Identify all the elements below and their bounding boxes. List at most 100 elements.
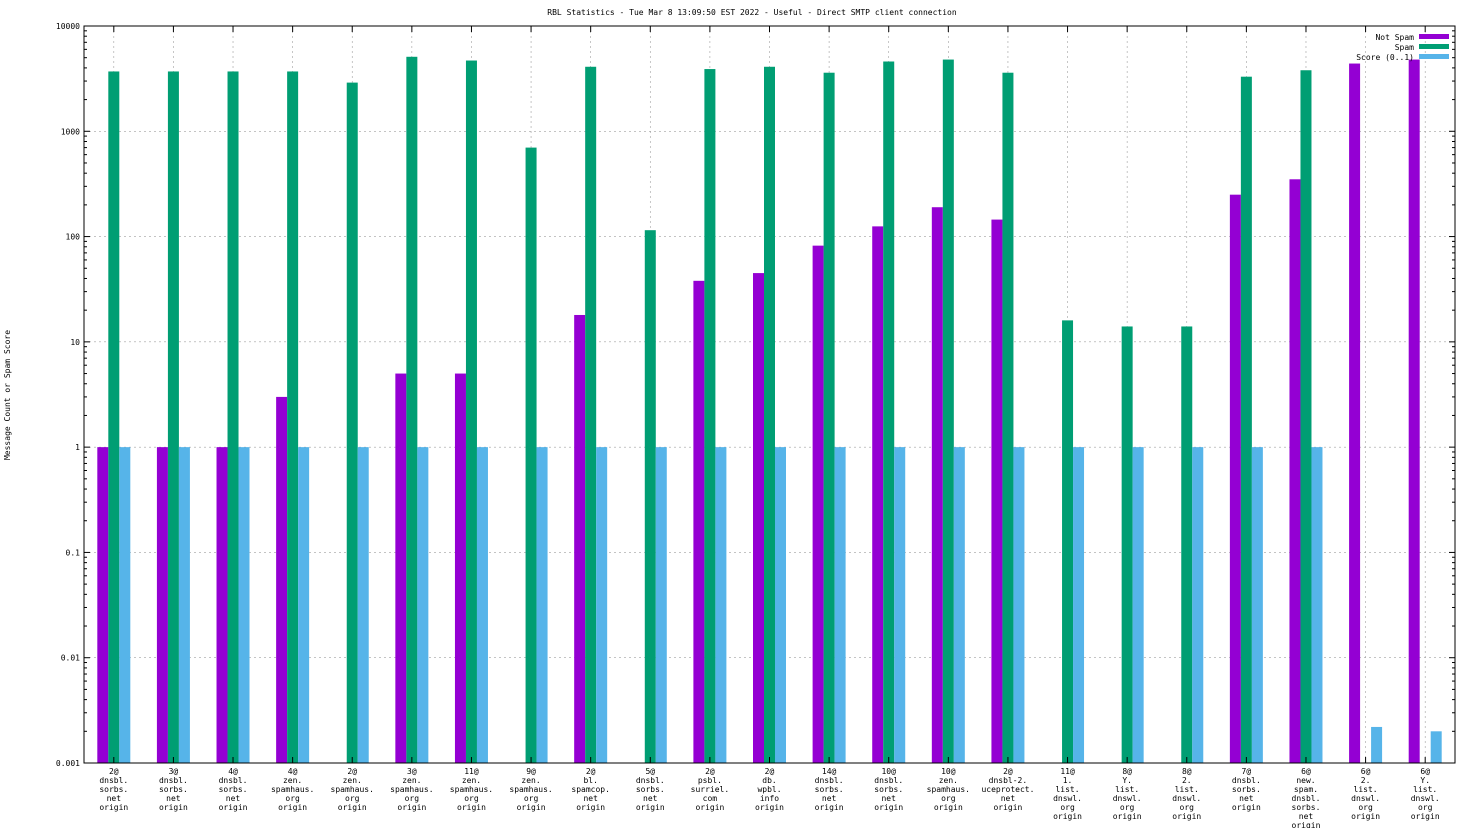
x-tick-label: 2@ [1003, 767, 1013, 776]
bar-score-0-1 [953, 447, 965, 763]
x-tick-label: origin [1411, 812, 1440, 821]
x-tick-label: org [405, 794, 420, 803]
x-tick-label: org [1120, 803, 1135, 812]
x-tick-label: zen. [462, 776, 481, 785]
x-tick-label: sorbs. [159, 785, 188, 794]
x-tick-label: 3@ [169, 767, 179, 776]
x-tick-label: origin [1351, 812, 1380, 821]
bar-not-spam [1349, 63, 1361, 763]
bar-spam [764, 66, 775, 764]
bar-score-0-1 [1311, 447, 1323, 763]
x-tick-label: origin [993, 803, 1022, 812]
x-tick-label: 4@ [228, 767, 238, 776]
bar-not-spam [693, 280, 705, 763]
bar-score-0-1 [775, 447, 786, 763]
x-tick-label: sorbs. [1292, 803, 1321, 812]
x-tick-label: origin [338, 803, 367, 812]
x-tick-label: dnsbl. [99, 776, 128, 785]
x-tick-label: sorbs. [815, 785, 844, 794]
bar-spam [1121, 326, 1133, 763]
bar-score-0-1 [298, 447, 310, 763]
x-tick-label: 10@ [941, 767, 956, 776]
x-tick-label: dnswl. [1411, 794, 1440, 803]
x-tick-label: 8@ [1182, 767, 1192, 776]
bar-not-spam [931, 207, 943, 763]
x-tick-label: org [285, 794, 300, 803]
bar-score-0-1 [536, 447, 548, 763]
x-tick-label: db. [762, 776, 776, 785]
x-tick-label: dnswl. [1053, 794, 1082, 803]
x-tick-label: com [703, 794, 718, 803]
bar-spam [704, 69, 716, 763]
x-tick-label: origin [934, 803, 963, 812]
y-tick-label: 0.1 [66, 548, 81, 557]
x-tick-label: origin [517, 803, 546, 812]
x-tick-label: origin [695, 803, 724, 812]
x-tick-label: origin [159, 803, 188, 812]
x-tick-label: 11@ [1060, 767, 1075, 776]
x-tick-label: spam. [1294, 785, 1318, 794]
x-tick-label: origin [99, 803, 128, 812]
x-tick-label: 2@ [347, 767, 357, 776]
x-tick-label: spamcop. [571, 785, 610, 794]
x-tick-label: 3@ [407, 767, 417, 776]
x-tick-label: net [643, 794, 658, 803]
x-tick-label: origin [1113, 812, 1142, 821]
bar-not-spam [97, 447, 109, 763]
legend-swatch [1419, 44, 1449, 49]
x-tick-label: spamhaus. [331, 785, 374, 794]
x-tick-label: dnswl. [1172, 794, 1201, 803]
x-tick-label: zen. [343, 776, 362, 785]
bar-spam [585, 66, 597, 764]
x-tick-label: surriel. [691, 785, 730, 794]
x-tick-label: net [166, 794, 181, 803]
x-tick-label: psbl. [698, 776, 722, 785]
x-tick-label: origin [1053, 812, 1082, 821]
x-tick-label: origin [219, 803, 248, 812]
y-tick-label: 10000 [56, 22, 80, 31]
y-tick-label: 0.001 [56, 759, 80, 768]
x-axis-labels: 2@dnsbl.sorbs.netorigin3@dnsbl.sorbs.net… [99, 767, 1439, 828]
bar-score-0-1 [834, 447, 846, 763]
y-tick-label: 10 [70, 338, 80, 347]
bar-spam [525, 147, 537, 764]
legend-label: Not Spam [1375, 33, 1414, 42]
bar-spam [1240, 76, 1252, 763]
bar-spam [1062, 320, 1074, 763]
x-tick-label: zen. [402, 776, 421, 785]
x-tick-label: new. [1296, 776, 1315, 785]
x-tick-label: sorbs. [874, 785, 903, 794]
bar-not-spam [395, 373, 407, 763]
x-tick-label: bl. [583, 776, 597, 785]
x-tick-label: dnswl. [1113, 794, 1142, 803]
bar-score-0-1 [417, 447, 429, 763]
x-tick-label: 2@ [705, 767, 715, 776]
x-tick-label: origin [755, 803, 784, 812]
x-tick-label: 6@ [1301, 767, 1311, 776]
x-tick-label: 2@ [586, 767, 596, 776]
bar-spam [644, 230, 656, 764]
x-tick-label: org [1358, 803, 1373, 812]
bar-spam [1002, 72, 1014, 763]
bar-score-0-1 [1132, 447, 1144, 763]
bar-not-spam [753, 273, 764, 763]
x-tick-label: dnsbl. [815, 776, 844, 785]
bar-score-0-1 [1192, 447, 1204, 763]
x-tick-label: org [1418, 803, 1433, 812]
x-tick-label: dnsbl. [1292, 794, 1321, 803]
x-tick-label: list. [1175, 785, 1199, 794]
bar-score-0-1 [715, 447, 727, 763]
x-tick-label: net [822, 794, 837, 803]
bar-spam [227, 71, 239, 764]
legend-label: Spam [1395, 43, 1414, 52]
legend-label: Score (0..1) [1356, 53, 1414, 62]
x-tick-label: origin [1292, 821, 1321, 828]
y-tick-label: 1 [75, 443, 80, 452]
bar-not-spam [1408, 59, 1420, 764]
x-tick-label: 11@ [464, 767, 479, 776]
y-tick-label: 0.01 [61, 654, 80, 663]
bar-not-spam [216, 447, 228, 763]
x-tick-label: spamhaus. [271, 785, 314, 794]
x-tick-label: zen. [521, 776, 540, 785]
